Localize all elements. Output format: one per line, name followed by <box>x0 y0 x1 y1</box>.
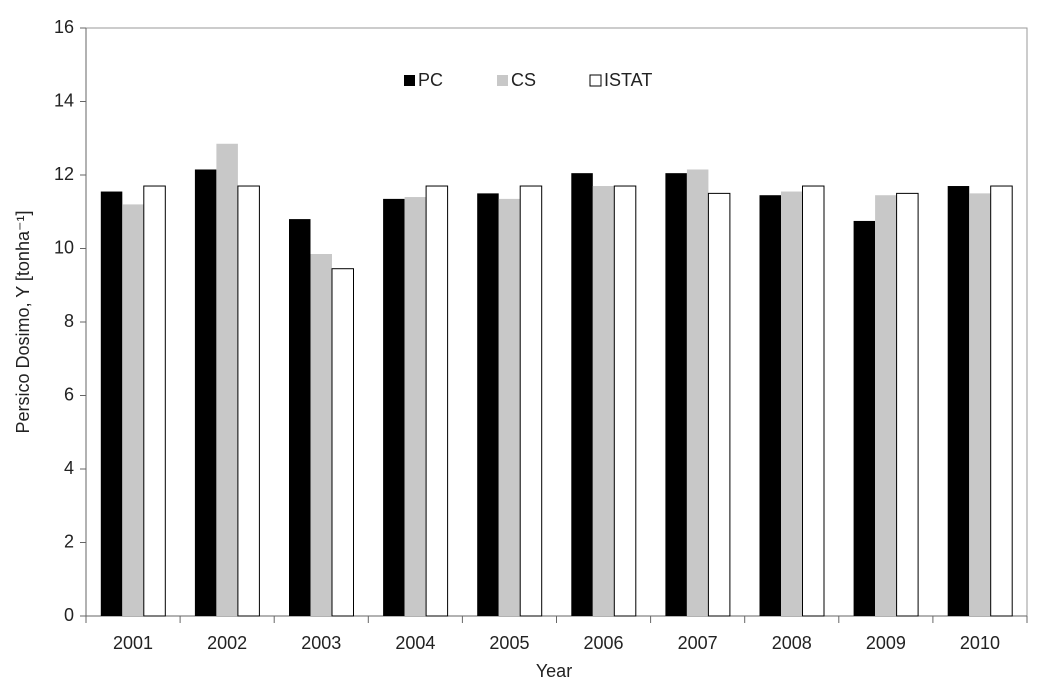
bar <box>686 169 709 617</box>
bar <box>665 173 687 616</box>
bar <box>383 198 405 616</box>
bar <box>896 192 919 617</box>
legend-label: ISTAT <box>604 70 652 90</box>
bar <box>425 185 449 617</box>
x-tick-label: 2008 <box>772 633 812 653</box>
legend-label: PC <box>418 70 443 90</box>
x-tick-label: 2002 <box>207 633 247 653</box>
legend-swatch <box>497 75 508 86</box>
legend-swatch <box>589 74 602 87</box>
x-tick-label: 2006 <box>584 633 624 653</box>
x-tick-label: 2003 <box>301 633 341 653</box>
legend-label: CS <box>511 70 536 90</box>
y-tick-label: 14 <box>54 90 74 110</box>
x-tick-label: 2009 <box>866 633 906 653</box>
y-tick-label: 0 <box>64 605 74 625</box>
y-tick-label: 6 <box>64 384 74 404</box>
bar <box>759 195 781 616</box>
y-axis-label: Persico Dosimo, Y [tonha⁻¹] <box>13 211 33 434</box>
y-tick-label: 10 <box>54 237 74 257</box>
bar <box>571 173 593 616</box>
bar <box>947 186 970 616</box>
bar <box>707 192 731 617</box>
y-tick-label: 2 <box>64 531 74 551</box>
bar <box>969 193 991 616</box>
y-tick-label: 12 <box>54 164 74 184</box>
bar <box>143 185 166 617</box>
x-tick-label: 2001 <box>113 633 153 653</box>
y-tick-label: 8 <box>64 311 74 331</box>
bar <box>519 185 543 617</box>
bar <box>122 204 144 616</box>
bar <box>613 185 637 617</box>
legend-swatch <box>404 75 415 86</box>
bar <box>404 197 427 617</box>
bar <box>310 254 332 616</box>
bar <box>802 185 825 617</box>
x-tick-label: 2010 <box>960 633 1000 653</box>
x-tick-label: 2004 <box>395 633 435 653</box>
bar <box>592 186 615 616</box>
bar <box>875 195 897 616</box>
bar <box>100 191 123 616</box>
x-axis-label: Year <box>536 661 572 681</box>
bar <box>237 185 260 617</box>
bar <box>331 268 354 617</box>
x-tick-label: 2007 <box>678 633 718 653</box>
bar <box>194 169 217 617</box>
x-tick-label: 2005 <box>489 633 529 653</box>
bar <box>289 219 311 616</box>
bar <box>216 143 238 616</box>
bar <box>781 191 803 616</box>
bar <box>498 198 521 616</box>
y-tick-label: 4 <box>64 458 74 478</box>
bar <box>990 185 1013 617</box>
bar <box>477 193 499 616</box>
bar <box>853 220 876 616</box>
y-tick-label: 16 <box>54 17 74 37</box>
